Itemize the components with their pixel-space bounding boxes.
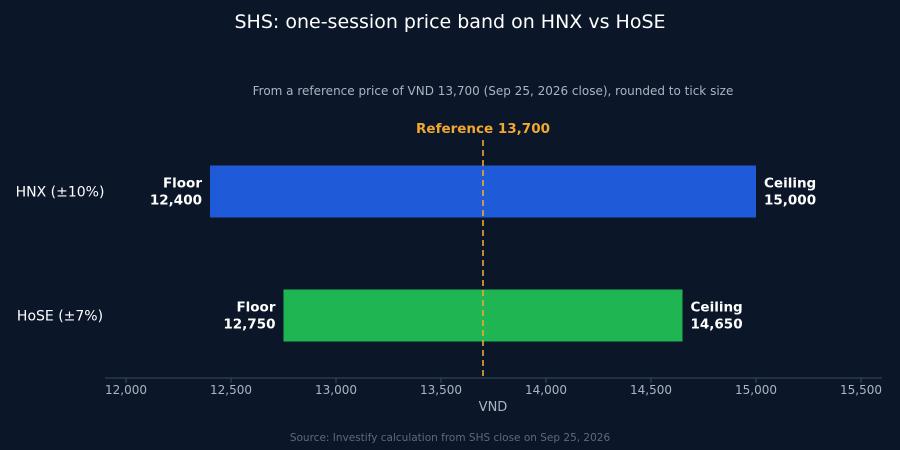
floor-word: Floor bbox=[236, 300, 275, 316]
x-tick-label: 15,500 bbox=[840, 383, 882, 397]
floor-value-label: 12,400 bbox=[150, 193, 202, 209]
x-tick-label: 14,000 bbox=[525, 383, 567, 397]
x-tick-label: 14,500 bbox=[630, 383, 672, 397]
x-ticks-layer: 12,000 12,500 13,000 13,500 14,000 14,500 15,0… bbox=[105, 378, 882, 397]
x-tick-label: 12,500 bbox=[210, 383, 252, 397]
chart-title: SHS: one-session price band on HNX vs Ho… bbox=[234, 11, 665, 33]
ceiling-value-label: 15,000 bbox=[764, 193, 816, 209]
chart-subtitle: From a reference price of VND 13,700 (Se… bbox=[253, 84, 734, 98]
reference-layer: Reference 13,700 bbox=[416, 121, 550, 378]
ceiling-word: Ceiling bbox=[691, 300, 743, 316]
category-label: HNX (±10%) bbox=[16, 185, 105, 201]
x-tick-label: 13,000 bbox=[315, 383, 357, 397]
floor-word: Floor bbox=[163, 176, 202, 192]
floor-value-label: 12,750 bbox=[223, 317, 275, 333]
x-tick-label: 13,500 bbox=[420, 383, 462, 397]
reference-label: Reference 13,700 bbox=[416, 121, 550, 137]
ceiling-word: Ceiling bbox=[764, 176, 816, 192]
x-tick-label: 15,000 bbox=[735, 383, 777, 397]
category-label: HoSE (±7%) bbox=[17, 309, 103, 325]
source-note: Source: Investify calculation from SHS c… bbox=[290, 432, 611, 444]
x-axis-label: VND bbox=[479, 400, 508, 415]
x-tick-label: 12,000 bbox=[105, 383, 147, 397]
ceiling-value-label: 14,650 bbox=[691, 317, 743, 333]
